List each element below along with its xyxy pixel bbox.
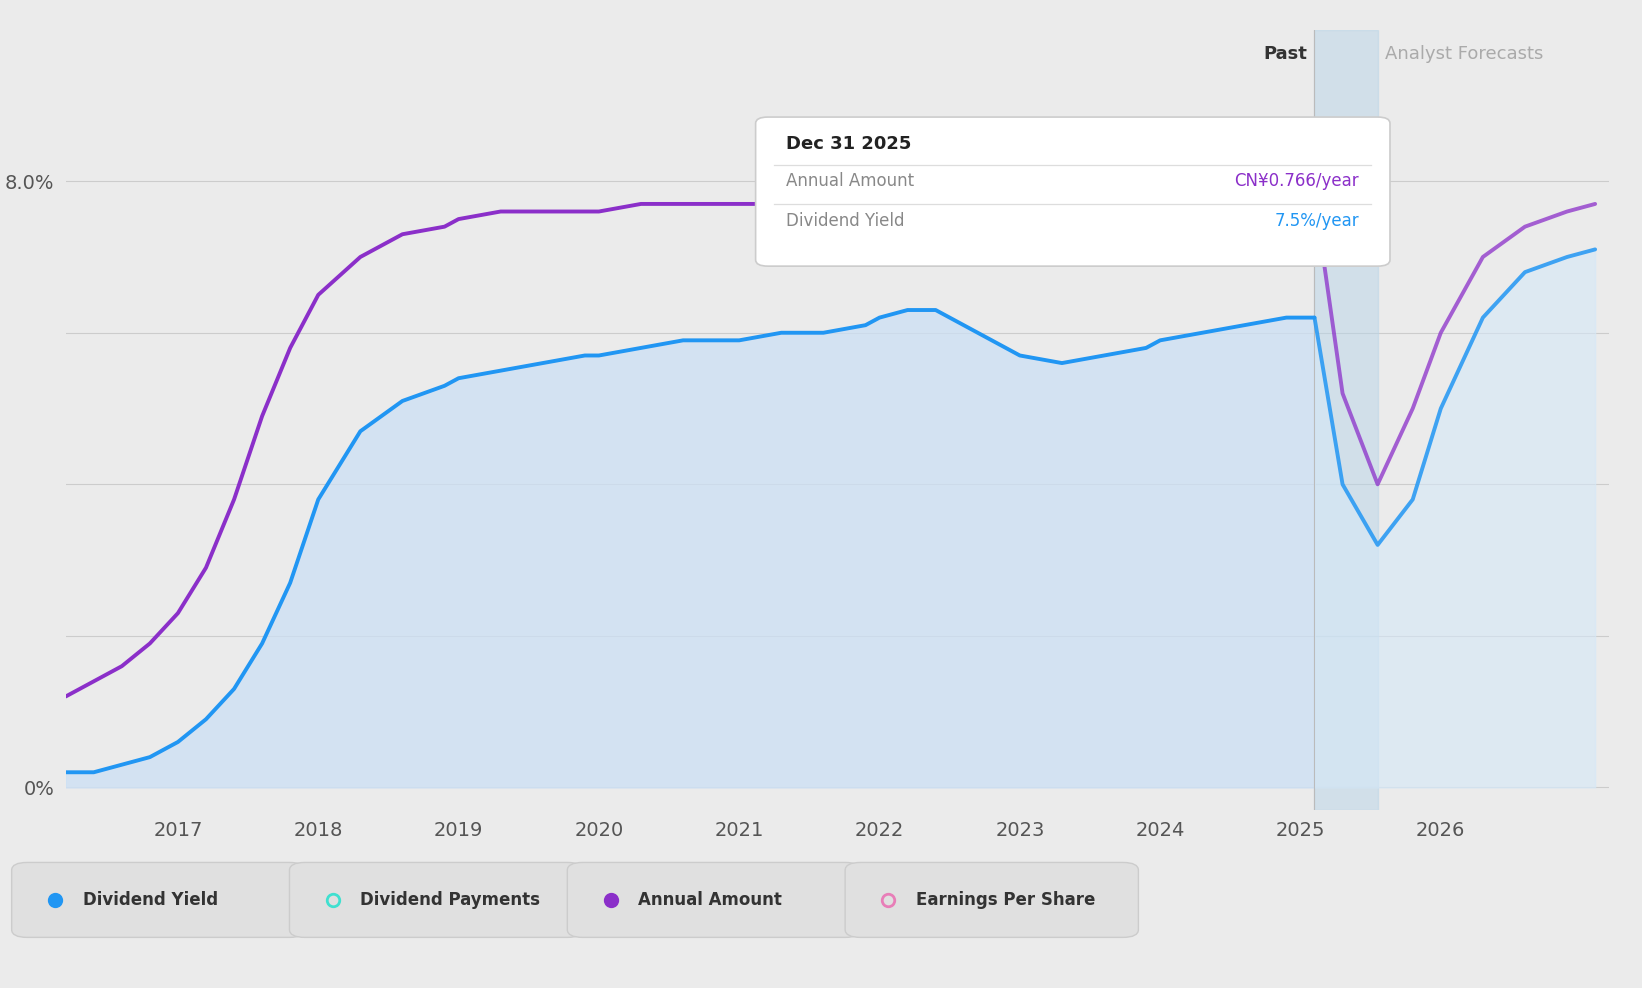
Text: Annual Amount: Annual Amount bbox=[787, 173, 915, 191]
FancyBboxPatch shape bbox=[11, 863, 305, 938]
Text: Dec 31 2025: Dec 31 2025 bbox=[787, 135, 911, 153]
Bar bbox=[1315, 30, 1378, 810]
Text: Analyst Forecasts: Analyst Forecasts bbox=[1384, 44, 1543, 63]
Text: Dividend Yield: Dividend Yield bbox=[82, 891, 218, 909]
FancyBboxPatch shape bbox=[566, 863, 860, 938]
Text: Dividend Yield: Dividend Yield bbox=[787, 211, 905, 229]
Text: 7.5%/year: 7.5%/year bbox=[1274, 211, 1360, 229]
Text: Past: Past bbox=[1264, 44, 1307, 63]
FancyBboxPatch shape bbox=[289, 863, 583, 938]
Text: CN¥0.766/year: CN¥0.766/year bbox=[1235, 173, 1360, 191]
Text: Earnings Per Share: Earnings Per Share bbox=[916, 891, 1095, 909]
FancyBboxPatch shape bbox=[755, 117, 1391, 266]
Text: Dividend Payments: Dividend Payments bbox=[361, 891, 540, 909]
FancyBboxPatch shape bbox=[846, 863, 1138, 938]
Text: Annual Amount: Annual Amount bbox=[639, 891, 782, 909]
